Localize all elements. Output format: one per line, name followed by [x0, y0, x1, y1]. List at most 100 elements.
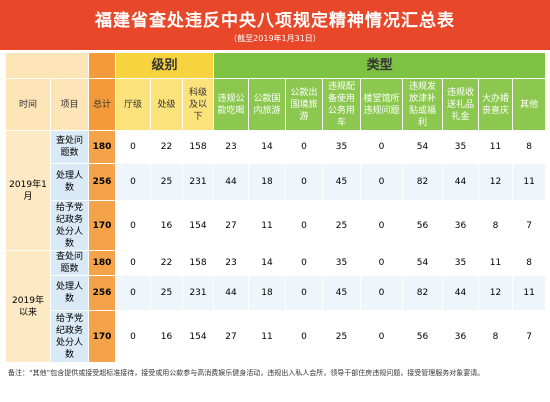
value-cell: 18 — [248, 163, 287, 201]
value-cell: 25 — [322, 310, 362, 363]
value-cell: 8 — [478, 200, 514, 251]
column-header: 总计 — [88, 78, 116, 131]
value-cell: 0 — [285, 163, 324, 201]
blank-cell — [88, 52, 116, 79]
value-cell: 44 — [213, 163, 250, 201]
value-cell: 0 — [360, 163, 404, 201]
value-cell: 154 — [181, 310, 215, 363]
value-cell: 14 — [248, 130, 287, 164]
value-cell: 231 — [181, 163, 215, 201]
value-cell: 27 — [213, 310, 250, 363]
total-cell: 256 — [88, 163, 116, 201]
group-header: 级别 — [114, 52, 215, 79]
column-header: 公款出国境旅游 — [285, 78, 324, 131]
value-cell: 36 — [442, 310, 480, 363]
value-cell: 18 — [248, 275, 287, 311]
value-cell: 0 — [115, 310, 151, 363]
value-cell: 35 — [322, 130, 362, 164]
value-cell: 11 — [512, 275, 547, 311]
value-cell: 0 — [285, 310, 324, 363]
column-header: 违规发放津补贴或福利 — [402, 78, 444, 131]
value-cell: 12 — [478, 275, 514, 311]
subtitle: （截至2019年1月31日） — [229, 34, 321, 43]
column-header: 楼堂馆所违规问题 — [360, 78, 404, 131]
value-cell: 44 — [442, 163, 480, 201]
table-row: 处理人数 256 0 25 231 44 18 0 45 0 82 44 12 11 — [6, 163, 547, 201]
value-cell: 16 — [150, 200, 183, 251]
value-cell: 8 — [478, 310, 514, 363]
table-row: 给予党纪政务处分人数 170 0 16 154 27 11 0 25 0 56 36 8 7 — [6, 310, 547, 363]
table-row: 2019年1月 查处问题数 180 0 22 158 23 14 0 35 0 54 35 11 8 — [5, 130, 547, 251]
value-cell: 7 — [512, 200, 547, 251]
column-header: 处级 — [150, 78, 183, 131]
value-cell: 54 — [402, 130, 444, 164]
column-header: 违规配备使用公务用车 — [322, 78, 362, 131]
value-cell: 0 — [285, 275, 324, 311]
value-cell: 158 — [181, 130, 215, 164]
value-cell: 22 — [150, 250, 183, 276]
value-cell: 231 — [181, 275, 215, 311]
footnote: 备注：“其他”包含提供或接受超标准接待，接受或用公款参与高消费娱乐健身活动，违规… — [8, 369, 485, 377]
value-cell: 14 — [248, 250, 287, 276]
value-cell: 11 — [478, 250, 514, 276]
blank-cell — [5, 52, 89, 79]
period-cell: 2019年以来 — [5, 250, 51, 363]
value-cell: 8 — [512, 130, 547, 164]
value-cell: 54 — [402, 250, 444, 276]
value-cell: 7 — [512, 310, 547, 363]
value-cell: 44 — [213, 275, 250, 311]
value-cell: 8 — [512, 250, 547, 276]
value-cell: 22 — [150, 130, 183, 164]
column-header: 公款国内旅游 — [248, 78, 287, 131]
item-cell: 查处问题数 — [50, 250, 89, 276]
value-cell: 82 — [402, 275, 444, 311]
value-cell: 35 — [322, 250, 362, 276]
total-cell: 180 — [88, 250, 116, 276]
total-cell: 180 — [88, 130, 116, 164]
value-cell: 158 — [181, 250, 215, 276]
value-cell: 0 — [360, 250, 404, 276]
value-cell: 25 — [322, 200, 362, 251]
value-cell: 35 — [442, 130, 480, 164]
value-cell: 23 — [213, 250, 250, 276]
summary-table: 级别 类型 时间 项目 总计 厅级 处级 科级及以下 违规公款吃喝 公款国内旅游 公款出国境旅游… — [5, 52, 547, 363]
value-cell: 12 — [478, 163, 514, 201]
value-cell: 35 — [442, 250, 480, 276]
table-row: 给予党纪政务处分人数 170 0 16 154 27 11 0 25 0 56 36 8 7 — [6, 200, 547, 251]
item-cell: 给予党纪政务处分人数 — [50, 310, 89, 363]
value-cell: 0 — [285, 250, 324, 276]
value-cell: 25 — [150, 163, 183, 201]
column-header: 时间 — [5, 78, 51, 131]
value-cell: 56 — [402, 310, 444, 363]
column-header: 大办婚丧喜庆 — [478, 78, 514, 131]
value-cell: 56 — [402, 200, 444, 251]
value-cell: 44 — [442, 275, 480, 311]
table-row: 2019年以来 查处问题数 180 0 22 158 23 14 0 35 0 54 35 11 8 — [5, 250, 547, 363]
value-cell: 11 — [478, 130, 514, 164]
table-row: 处理人数 256 0 25 231 44 18 0 45 0 82 44 12 11 — [6, 275, 547, 311]
column-header: 厅级 — [115, 78, 151, 131]
value-cell: 16 — [150, 310, 183, 363]
value-cell: 82 — [402, 163, 444, 201]
header: 福建省查处违反中央八项规定精神情况汇总表 （截至2019年1月31日） — [0, 0, 550, 50]
value-cell: 25 — [150, 275, 183, 311]
value-cell: 0 — [285, 130, 324, 164]
group-header: 类型 — [213, 52, 547, 79]
value-cell: 0 — [285, 200, 324, 251]
title: 福建省查处违反中央八项规定精神情况汇总表 — [95, 11, 455, 31]
value-cell: 36 — [442, 200, 480, 251]
column-header: 其他 — [512, 78, 547, 131]
value-cell: 11 — [512, 163, 547, 201]
total-cell: 170 — [88, 310, 116, 363]
value-cell: 23 — [213, 130, 250, 164]
value-cell: 0 — [115, 250, 151, 276]
value-cell: 45 — [322, 163, 362, 201]
column-header: 项目 — [50, 78, 89, 131]
value-cell: 0 — [115, 200, 151, 251]
value-cell: 0 — [115, 275, 151, 311]
value-cell: 0 — [360, 310, 404, 363]
item-cell: 查处问题数 — [50, 130, 89, 164]
total-cell: 170 — [88, 200, 116, 251]
column-header: 科级及以下 — [181, 78, 215, 131]
value-cell: 0 — [360, 200, 404, 251]
